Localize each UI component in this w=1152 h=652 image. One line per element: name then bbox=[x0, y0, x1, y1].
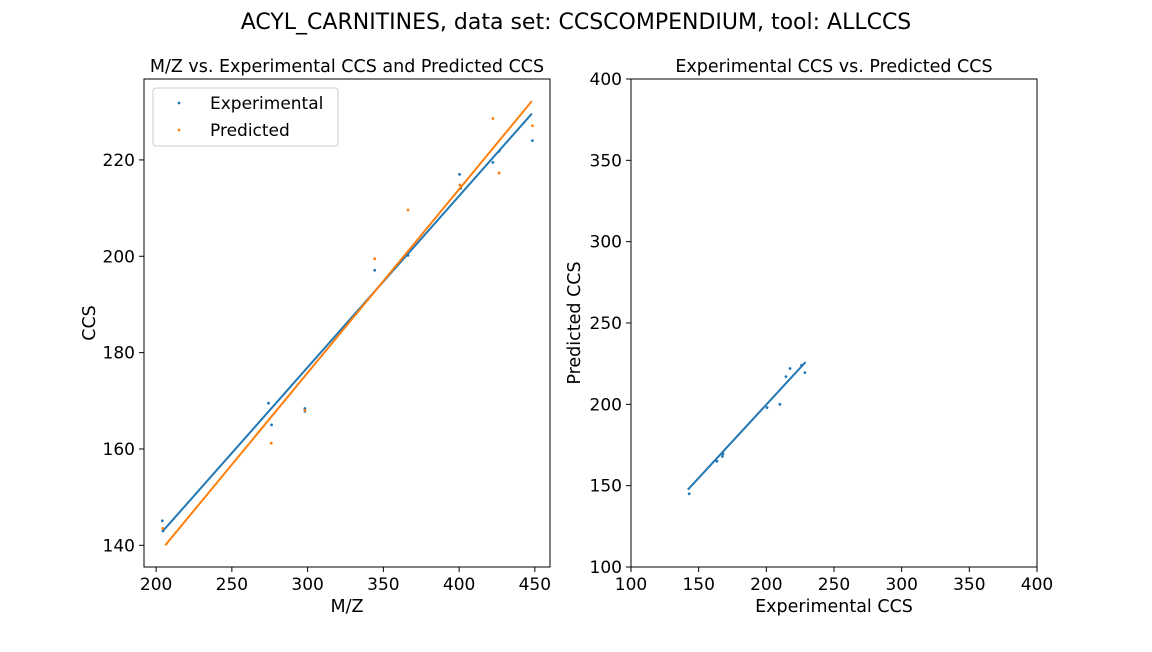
y-tick-label: 100 bbox=[590, 558, 622, 578]
x-tick-label: 450 bbox=[519, 575, 551, 595]
data-point bbox=[406, 208, 410, 212]
data-point bbox=[778, 402, 782, 406]
x-tick-label: 200 bbox=[750, 575, 782, 595]
axes-frame bbox=[630, 78, 1038, 568]
legend-box bbox=[152, 87, 339, 147]
y-tick-label: 400 bbox=[590, 70, 622, 90]
y-tick-label: 200 bbox=[590, 395, 622, 415]
y-tick-label: 140 bbox=[103, 536, 135, 556]
panel-mz-vs-ccs: M/Z vs. Experimental CCS and Predicted C… bbox=[80, 57, 551, 617]
data-point bbox=[406, 253, 410, 257]
x-tick-label: 350 bbox=[953, 575, 985, 595]
x-tick-label: 400 bbox=[443, 575, 475, 595]
legend: Experimental Predicted bbox=[152, 87, 339, 147]
data-point bbox=[531, 124, 534, 128]
x-tick-label: 200 bbox=[140, 575, 172, 595]
x-tick-label: 100 bbox=[615, 575, 647, 595]
data-point bbox=[788, 367, 792, 370]
figure-suptitle: ACYL_CARNITINES, data set: CCSCOMPENDIUM… bbox=[241, 10, 912, 35]
fit-line bbox=[164, 100, 533, 546]
data-point bbox=[161, 527, 165, 530]
y-tick-label: 350 bbox=[590, 151, 622, 171]
legend-marker bbox=[177, 128, 181, 132]
legend-label: Experimental bbox=[210, 94, 323, 114]
y-axis-label: Predicted CCS bbox=[565, 261, 585, 384]
data-point bbox=[267, 401, 270, 405]
data-point bbox=[270, 423, 273, 427]
x-tick-label: 300 bbox=[291, 575, 323, 595]
y-tick-label: 160 bbox=[103, 440, 135, 460]
data-point bbox=[373, 257, 377, 261]
series-predicted bbox=[161, 100, 534, 546]
legend-label: Predicted bbox=[210, 121, 290, 141]
y-tick-label: 250 bbox=[590, 314, 622, 334]
data-point bbox=[800, 363, 803, 367]
series-data bbox=[687, 361, 807, 496]
y-tick-label: 180 bbox=[103, 344, 135, 364]
y-axis-label: CCS bbox=[80, 305, 100, 341]
data-point bbox=[303, 407, 307, 410]
data-point bbox=[497, 171, 501, 175]
data-point bbox=[721, 452, 725, 456]
fit-line bbox=[161, 113, 533, 533]
x-tick-label: 300 bbox=[885, 575, 917, 595]
x-tick-label: 250 bbox=[216, 575, 248, 595]
data-point bbox=[269, 441, 273, 445]
y-tick-label: 200 bbox=[103, 247, 135, 267]
panel-exp-vs-pred: Experimental CCS vs. Predicted CCS 100 150… bbox=[565, 57, 1053, 617]
x-tick-label: 350 bbox=[367, 575, 399, 595]
data-point bbox=[784, 375, 788, 379]
x-tick-label: 150 bbox=[682, 575, 714, 595]
data-point bbox=[803, 371, 807, 375]
data-point bbox=[531, 139, 534, 143]
data-point bbox=[715, 459, 719, 463]
data-point bbox=[491, 160, 495, 164]
data-point bbox=[765, 406, 769, 409]
data-point bbox=[161, 529, 165, 533]
plot-title: M/Z vs. Experimental CCS and Predicted C… bbox=[150, 57, 544, 77]
data-point bbox=[497, 149, 501, 153]
data-point bbox=[491, 117, 495, 120]
data-point bbox=[458, 183, 462, 187]
x-axis-label: M/Z bbox=[331, 597, 364, 617]
series-experimental bbox=[160, 113, 534, 533]
x-axis-label: Experimental CCS bbox=[755, 597, 913, 617]
fit-line bbox=[687, 361, 807, 491]
legend-marker bbox=[177, 101, 181, 105]
data-point bbox=[687, 492, 691, 496]
data-point bbox=[720, 454, 724, 458]
plot-title: Experimental CCS vs. Predicted CCS bbox=[675, 57, 992, 77]
data-point bbox=[373, 268, 377, 272]
data-point bbox=[458, 172, 461, 176]
y-tick-label: 150 bbox=[590, 477, 622, 497]
y-tick-label: 300 bbox=[590, 233, 622, 253]
x-tick-label: 250 bbox=[818, 575, 850, 595]
x-tick-label: 400 bbox=[1021, 575, 1053, 595]
y-tick-label: 220 bbox=[103, 151, 135, 171]
data-point bbox=[160, 519, 164, 523]
data-point bbox=[303, 409, 307, 412]
axes-frame bbox=[143, 78, 551, 568]
